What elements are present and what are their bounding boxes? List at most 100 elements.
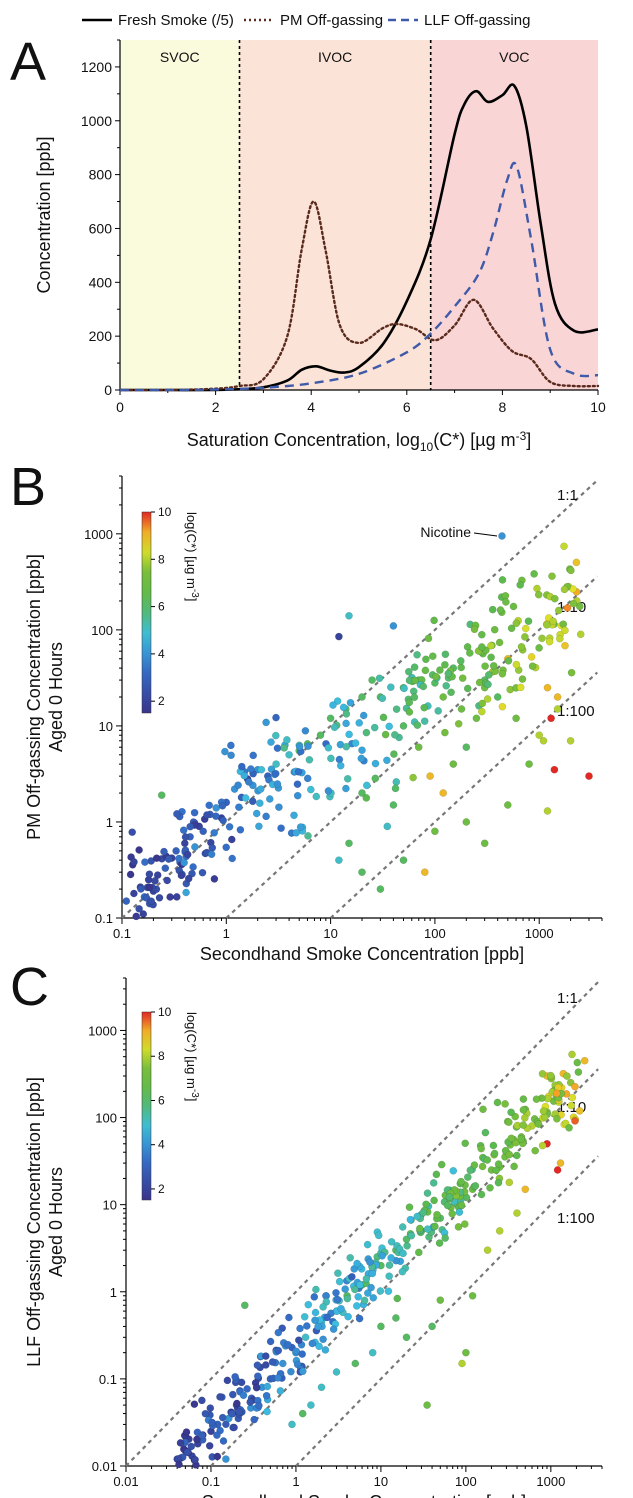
scatter-point [141,858,149,866]
scatter-point [368,1269,377,1278]
scatter-point [301,1333,310,1342]
scatter-point [389,622,398,630]
scatter-point [483,1246,492,1254]
scatter-point [155,894,164,902]
scatter-point [342,719,350,728]
scatter-point [271,731,280,740]
scatter-point [390,750,398,758]
legend-entry-0: Fresh Smoke (/5) [118,12,234,29]
y-axis-label-line-1: LLF Off-gassing Concentration [ppb] [24,1077,44,1367]
scatter-point [253,1372,262,1380]
scatter-point [477,1144,486,1153]
scatter-point [275,803,283,812]
scatter-point [303,774,312,783]
scatter-point [436,1296,445,1304]
scatter-point [504,1118,513,1126]
scatter-point [213,1452,222,1461]
scatter-point [262,812,270,821]
scatter-point [505,1178,514,1187]
scatter-point [568,1093,577,1102]
scatter-point [547,714,555,723]
scatter-point [502,598,510,606]
scatter-point [298,1350,307,1358]
scatter-point [519,1121,528,1129]
scatter-point [236,826,245,834]
scatter-point [538,1141,547,1150]
scatter-point [371,774,380,783]
scatter-point [449,1167,458,1175]
scatter-point [422,655,430,664]
scatter-point [268,1358,277,1366]
scatter-point [310,1293,319,1301]
scatter-point [518,675,527,683]
scatter-point [227,751,235,760]
y-tick-label: 200 [89,328,113,344]
scatter-point [335,755,344,764]
scatter-point [484,671,493,679]
scatter-point [126,870,135,879]
scatter-point [441,650,450,659]
scatter-point [187,1442,196,1451]
scatter-point [243,1385,251,1393]
scatter-point [252,809,261,818]
scatter-point [556,634,564,643]
scatter-point [419,682,428,691]
x-tick-label: 1000 [525,926,554,941]
scatter-point [381,730,390,739]
scatter-point [147,897,155,906]
scatter-point [351,739,360,747]
scatter-point [436,666,444,674]
scatter-point [367,1283,375,1292]
scatter-point [335,1277,344,1286]
scatter-point [374,1231,383,1240]
scatter-point [426,772,434,780]
scatter-point [383,822,392,831]
x-axis-label: Secondhand Smoke Concentration [ppb] [200,944,524,964]
series-line-2 [119,161,599,392]
scatter-point [431,827,439,836]
scatter-point [507,1108,515,1117]
scatter-point [510,1162,518,1171]
colorbar-tick-label: 8 [158,552,165,566]
scatter-point [300,1313,309,1321]
scatter-point [160,847,168,856]
scatter-point [553,1115,561,1123]
scatter-point [227,741,235,750]
scatter-point [252,1383,261,1392]
panel-letter-b: B [10,457,46,517]
scatter-point [233,1399,241,1408]
colorbar-label: log(C*) [µg m-3] [184,1012,200,1101]
scatter-point [501,1100,509,1108]
colorbar-label: log(C*) [µg m-3] [184,512,200,601]
scatter-point [348,1273,356,1281]
scatter-point [498,702,507,711]
y-tick-label: 1000 [88,1023,117,1038]
x-tick-label: 6 [403,399,411,415]
scatter-point [135,905,143,913]
colorbar-tick-label: 2 [158,694,165,708]
scatter-point [255,822,263,831]
scatter-point [237,1378,246,1387]
scatter-point [405,708,414,716]
scatter-point [304,742,312,751]
scatter-point [324,787,333,795]
scatter-point [527,653,536,661]
scatter-point [516,581,525,589]
colorbar-tick-label: 10 [158,1005,172,1019]
scatter-point [219,816,227,825]
scatter-point [368,676,376,684]
scatter-point [478,699,487,708]
panel-letter-a: A [10,32,46,92]
scatter-point [234,781,242,790]
scatter-point [532,1095,541,1103]
scatter-point [164,855,173,863]
scatter-point [272,760,280,768]
scatter-point [172,893,181,901]
scatter-point [272,713,280,722]
scatter-point [509,602,518,611]
scatter-point [560,542,568,551]
scatter-point [246,765,255,773]
scatter-point [585,772,593,780]
scatter-point [376,1287,385,1295]
scatter-point [465,649,474,657]
